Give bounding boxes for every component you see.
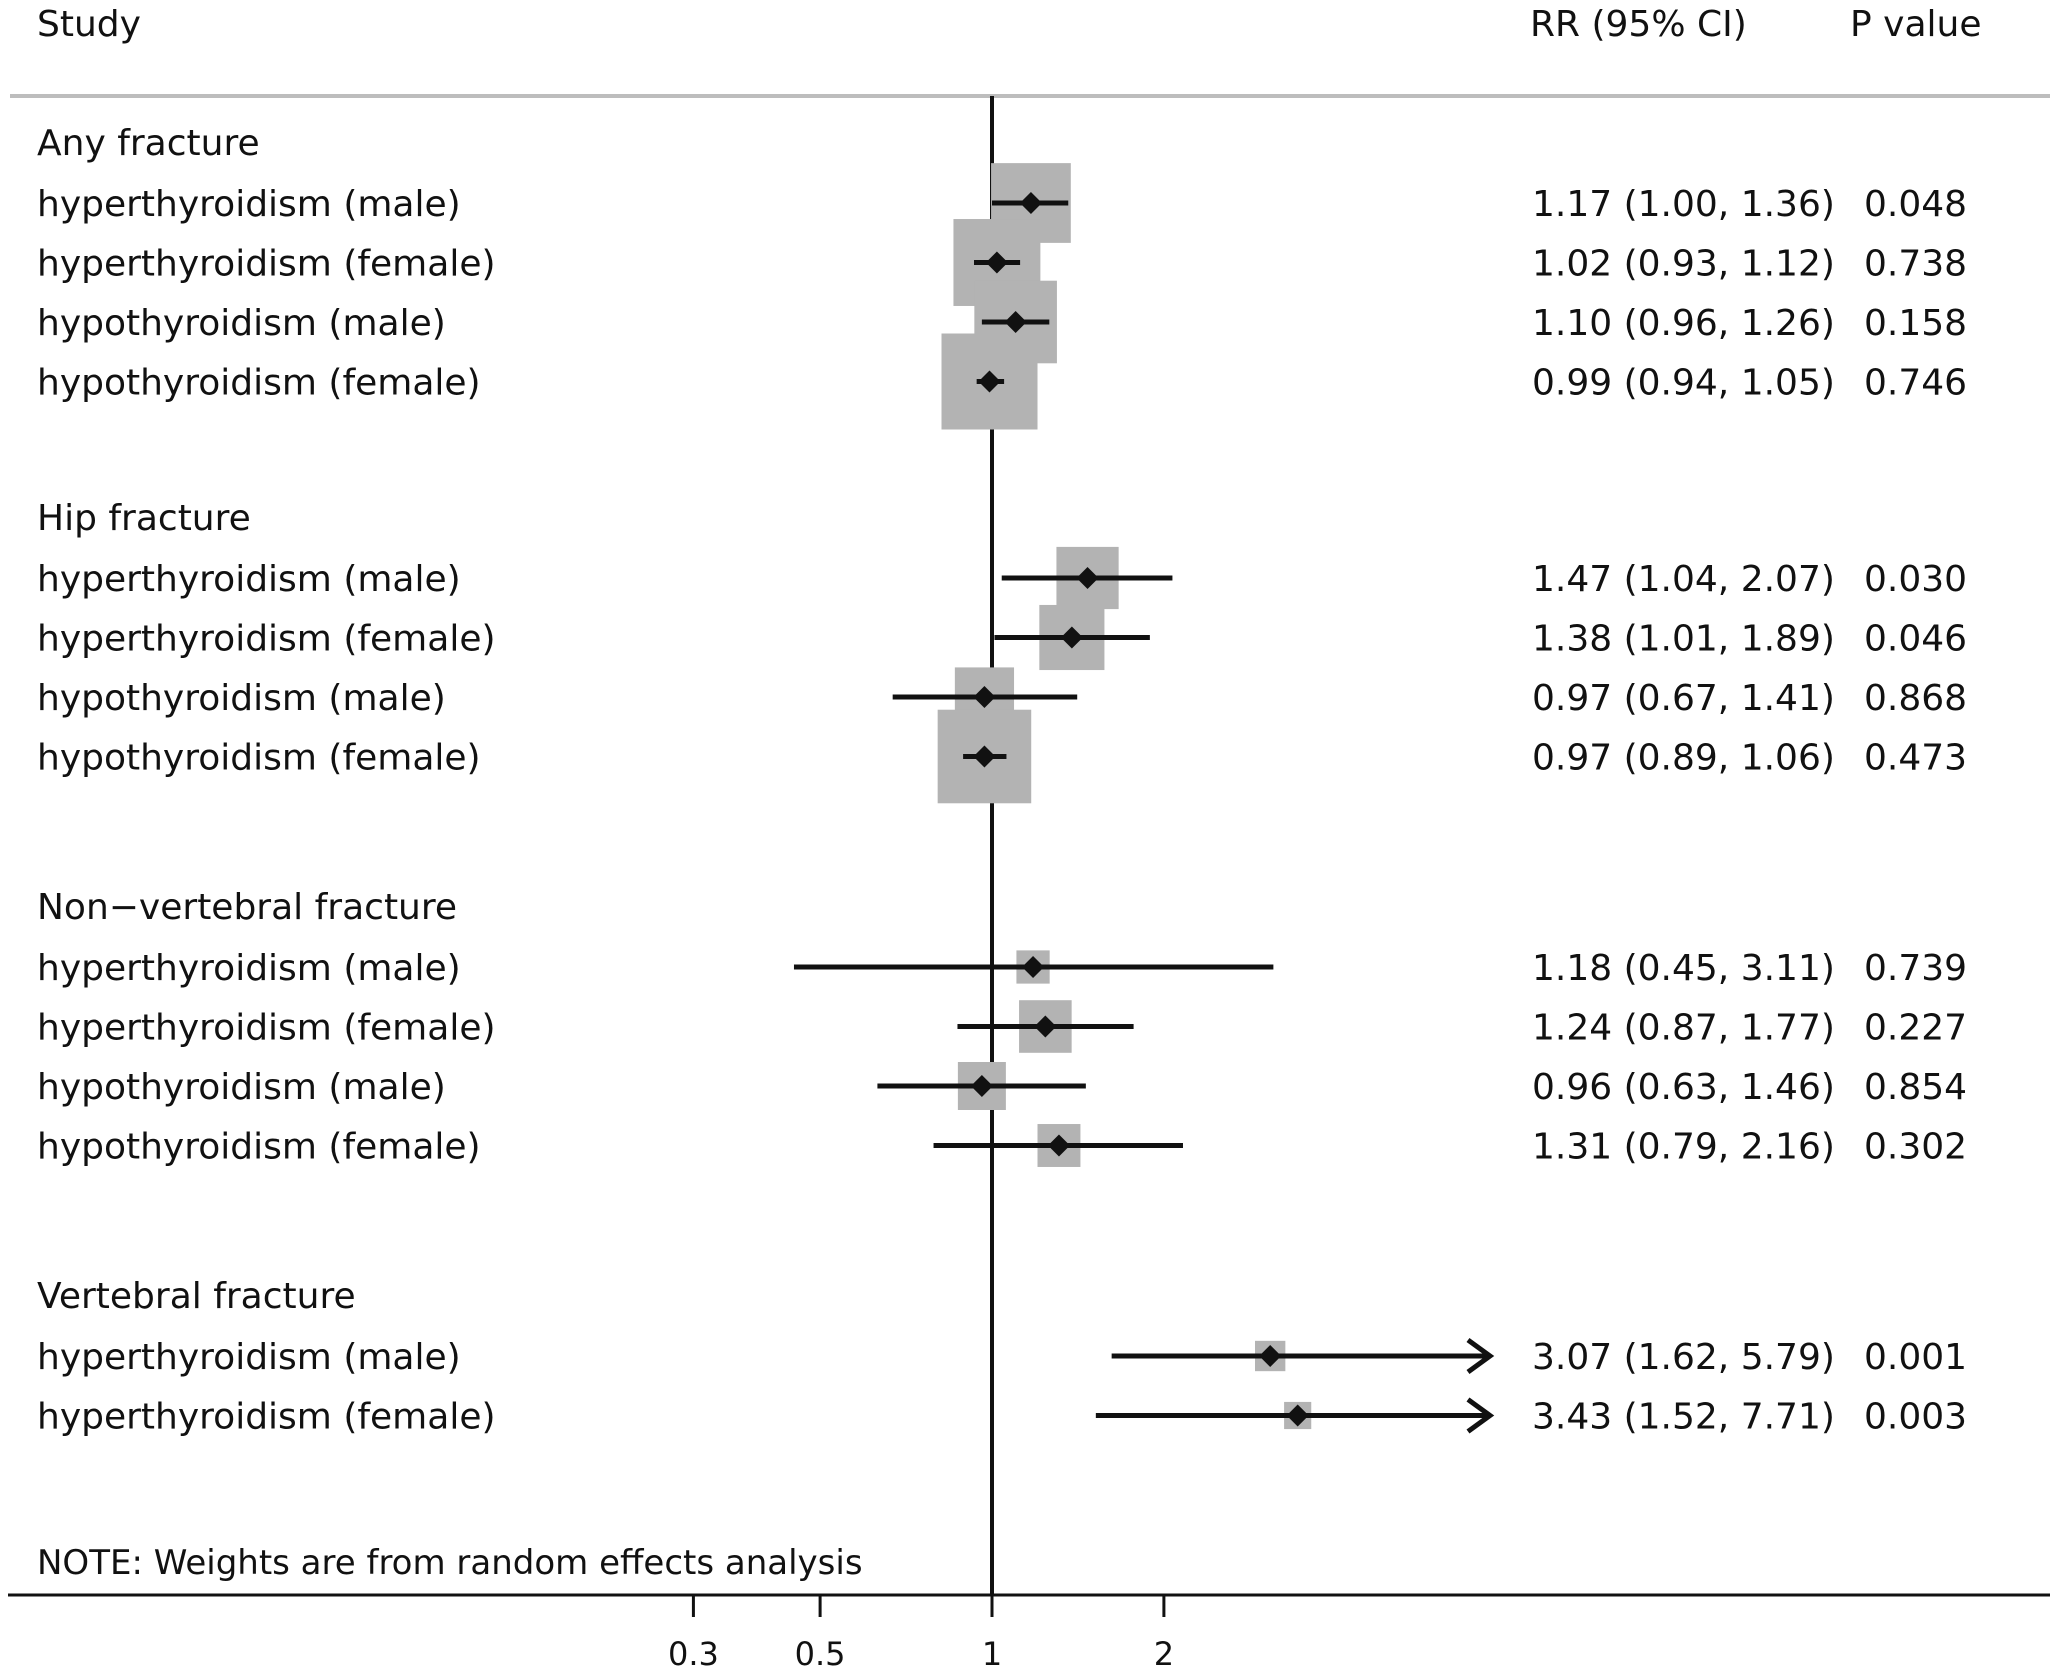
plot-layer: Any fracture hyperthyroidism (male) 1.17 (… [37,96,1967,1595]
rr-ci-text: 1.31 (0.79, 2.16) [1532,1127,1835,1168]
x-tick-label: 2 [1154,1635,1174,1673]
row-label: hyperthyroidism (male) [37,1337,461,1378]
p-value-column-header: P value [1850,4,1981,45]
p-value-text: 0.302 [1864,1127,1967,1168]
p-value-text: 0.854 [1864,1067,1967,1108]
row-label: hyperthyroidism (male) [37,559,461,600]
group-label: Hip fracture [37,498,251,539]
row-label: hypothyroidism (male) [37,303,446,344]
rr-ci-text: 0.99 (0.94, 1.05) [1532,363,1835,404]
rr-ci-text: 1.10 (0.96, 1.26) [1532,303,1835,344]
p-value-text: 0.473 [1864,738,1967,779]
row-label: hyperthyroidism (female) [37,244,496,285]
point-estimate [1004,311,1027,333]
p-value-text: 0.003 [1864,1397,1967,1438]
rr-ci-text: 1.17 (1.00, 1.36) [1532,184,1835,225]
ci-arrow [1466,1397,1495,1434]
row-label: hyperthyroidism (female) [37,1397,496,1438]
point-estimate [1034,1015,1057,1038]
point-estimate [1286,1404,1309,1427]
point-estimate [973,745,996,768]
p-value-text: 0.746 [1864,363,1967,404]
row-label: hyperthyroidism (male) [37,948,461,989]
p-value-text: 0.868 [1864,678,1967,719]
p-value-text: 0.739 [1864,948,1967,989]
point-estimate [973,686,996,708]
rr-ci-text: 3.07 (1.62, 5.79) [1532,1337,1835,1378]
row-label: hyperthyroidism (male) [37,184,461,225]
x-tick-label: 0.5 [795,1635,846,1673]
rr-ci-text: 3.43 (1.52, 7.71) [1532,1397,1835,1438]
point-estimate [1022,956,1045,978]
point-estimate [1047,1134,1070,1157]
rr-ci-text: 0.97 (0.67, 1.41) [1532,678,1835,719]
point-estimate [1060,626,1083,649]
row-label: hypothyroidism (female) [37,363,481,404]
x-tick-label: 1 [982,1635,1002,1673]
rr-ci-text: 1.24 (0.87, 1.77) [1532,1008,1835,1049]
rr-ci-text: 1.02 (0.93, 1.12) [1532,244,1835,285]
x-axis-ticks: 0.3 0.5 1 2 [668,1595,1174,1673]
point-estimate [978,370,1001,393]
group-label: Non−vertebral fracture [37,887,457,928]
row-label: hyperthyroidism (female) [37,619,496,660]
point-estimate [970,1075,993,1097]
note-text: NOTE: Weights are from random effects an… [37,1543,863,1583]
point-estimate [1076,567,1099,589]
group-label: Vertebral fracture [37,1276,356,1317]
p-value-text: 0.030 [1864,559,1967,600]
point-estimate [1019,192,1042,214]
group-label: Any fracture [37,123,260,164]
p-value-text: 0.048 [1864,184,1967,225]
row-label: hypothyroidism (male) [37,1067,446,1108]
point-estimate [985,251,1008,274]
rr-ci-text: 0.96 (0.63, 1.46) [1532,1067,1835,1108]
study-column-header: Study [37,4,141,45]
rr-column-header: RR (95% CI) [1530,4,1747,45]
p-value-text: 0.001 [1864,1337,1967,1378]
rr-ci-text: 1.47 (1.04, 2.07) [1532,559,1835,600]
row-label: hypothyroidism (male) [37,678,446,719]
p-value-text: 0.158 [1864,303,1967,344]
p-value-text: 0.046 [1864,619,1967,660]
ci-arrow [1466,1337,1495,1375]
x-tick-label: 0.3 [668,1635,719,1673]
row-label: hypothyroidism (female) [37,1127,481,1168]
rr-ci-text: 1.38 (1.01, 1.89) [1532,619,1835,660]
row-label: hypothyroidism (female) [37,738,481,779]
p-value-text: 0.227 [1864,1008,1967,1049]
rr-ci-text: 1.18 (0.45, 3.11) [1532,948,1835,989]
point-estimate [1259,1345,1282,1367]
row-label: hyperthyroidism (female) [37,1008,496,1049]
p-value-text: 0.738 [1864,244,1967,285]
rr-ci-text: 0.97 (0.89, 1.06) [1532,738,1835,779]
